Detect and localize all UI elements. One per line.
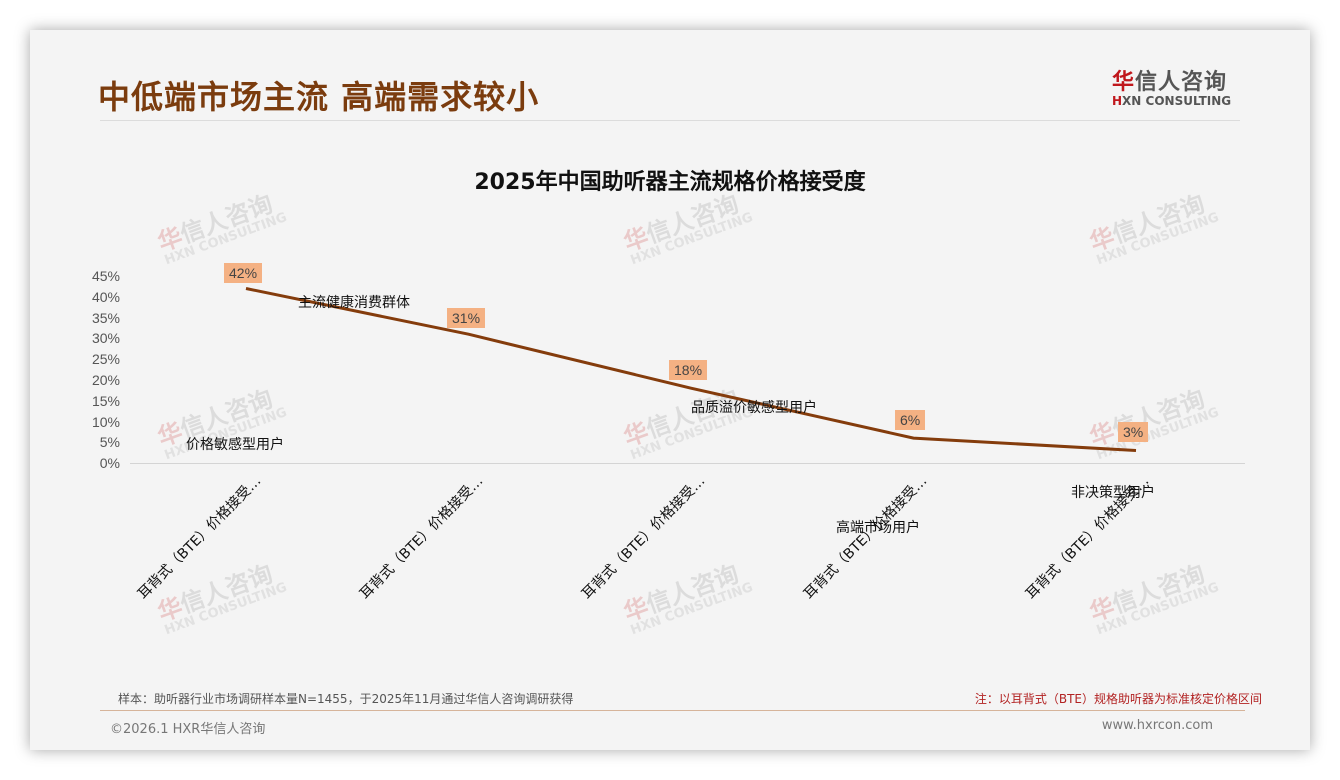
chart-title: 2025年中国助听器主流规格价格接受度 (474, 170, 866, 195)
annotation: 品质溢价敏感型用户 (691, 400, 817, 416)
y-tick: 5% (99, 434, 120, 450)
page-title: 中低端市场主流 高端需求较小 (98, 78, 540, 116)
data-label: 18% (669, 360, 708, 380)
logo-cn-red: 华 (1112, 70, 1136, 95)
data-label: 6% (895, 410, 926, 430)
annotation: 非决策型用户 (1071, 485, 1155, 501)
y-tick: 10% (91, 414, 120, 430)
y-tick: 20% (91, 372, 120, 388)
annotation: 价格敏感型用户 (186, 437, 284, 453)
y-tick: 15% (91, 393, 120, 409)
logo-cn: 信人咨询 (1135, 70, 1228, 95)
slide: 中低端市场主流 高端需求较小 华信人咨询 HXN CONSULTING 华信人咨… (30, 30, 1310, 750)
y-tick: 25% (91, 351, 120, 367)
y-tick: 45% (91, 268, 120, 284)
header-divider (100, 120, 1240, 121)
y-tick: 30% (91, 330, 120, 346)
annotation: 主流健康消费群体 (298, 295, 410, 311)
footer-divider (100, 710, 1245, 711)
data-label: 31% (447, 308, 486, 328)
data-label: 3% (1118, 422, 1149, 442)
company-logo: 华信人咨询 HXN CONSULTING (1112, 64, 1244, 108)
logo-en: XN CONSULTING (1122, 94, 1232, 108)
copyright: ©2026.1 HXR华信人咨询 (110, 722, 266, 737)
y-tick: 0% (99, 455, 120, 471)
y-tick: 35% (91, 310, 120, 326)
data-label: 42% (224, 263, 263, 283)
y-tick: 40% (91, 289, 120, 305)
footnote: 注：以耳背式（BTE）规格助听器为标准核定价格区间 (974, 692, 1262, 706)
source-note: 样本：助听器行业市场调研样本量N=1455，于2025年11月通过华信人咨询调研… (118, 692, 574, 706)
annotation: 高端市场用户 (836, 520, 920, 536)
website-link[interactable]: www.hxrcon.com (1101, 718, 1213, 733)
line-series (245, 287, 1137, 452)
x-axis-line (130, 463, 1245, 464)
logo-en-red: H (1112, 94, 1123, 108)
